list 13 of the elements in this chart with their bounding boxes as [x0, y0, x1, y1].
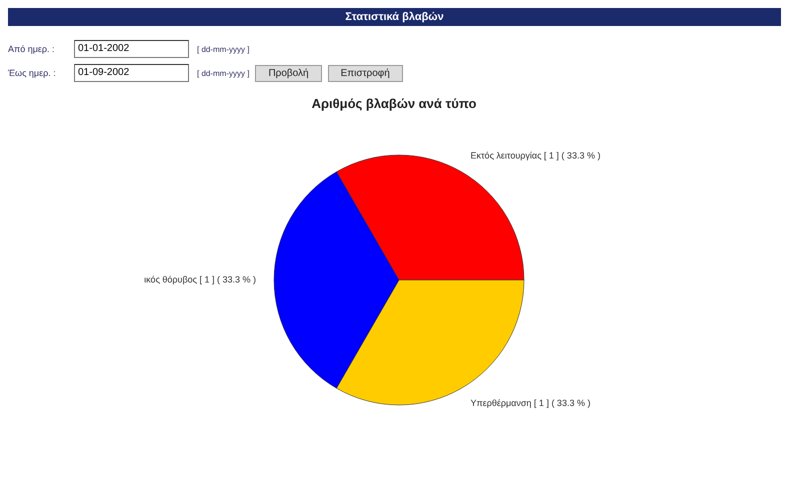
text: Στατιστικά βλαβών	[8, 8, 781, 26]
chart-title: Αριθμός βλαβών ανά τύπο	[312, 96, 476, 111]
button: Επιστροφή	[328, 64, 403, 82]
text: [ dd-mm-yyyy ]	[197, 44, 250, 54]
text: [ dd-mm-yyyy ]	[197, 68, 250, 78]
slice-label: Εκτός λειτουργίας [ 1 ] ( 33.3 % )	[470, 150, 600, 161]
date-field: 01-01-2002	[74, 40, 189, 58]
text: Έως ημερ. :	[8, 68, 57, 78]
text: Από ημερ. :	[8, 44, 56, 54]
slice-label: ικός θόρυβος [ 1 ] ( 33.3 % )	[144, 274, 256, 284]
date-field: 01-09-2002	[74, 64, 189, 82]
slice-label: Υπερθέρμανση [ 1 ] ( 33.3 % )	[470, 398, 590, 408]
button: Προβολή	[255, 64, 322, 82]
